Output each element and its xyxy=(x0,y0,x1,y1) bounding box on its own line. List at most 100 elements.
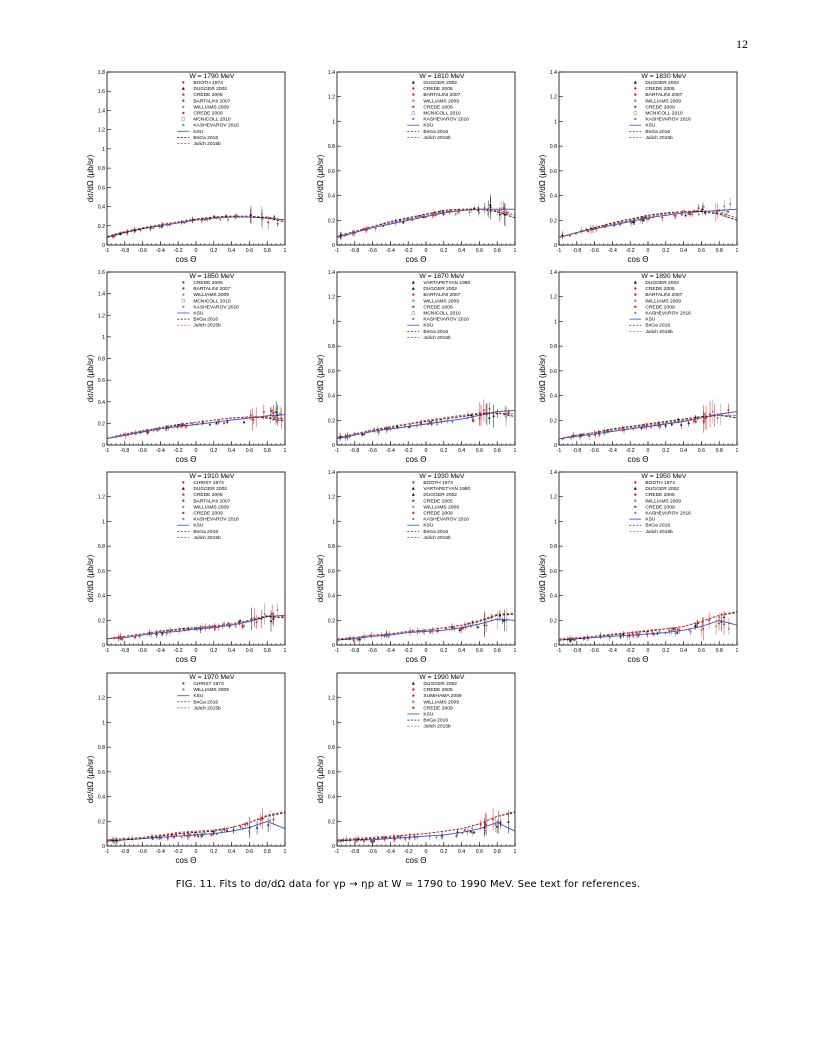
data-marker xyxy=(339,234,342,237)
x-tick-label: 0 xyxy=(647,248,650,254)
data-marker xyxy=(276,222,279,225)
legend-entry: BnGa 2016 xyxy=(629,129,670,135)
y-tick-label: 0.2 xyxy=(328,618,335,624)
data-marker xyxy=(274,415,277,418)
data-point xyxy=(404,835,407,842)
x-tick-label: 0.4 xyxy=(680,448,687,454)
legend-entry: DUGGER 2002 xyxy=(633,280,679,286)
legend-entry: VARTAPETYAN 1980 xyxy=(411,280,471,286)
x-tick-label: 1 xyxy=(284,648,287,654)
data-marker xyxy=(201,421,205,424)
data-point xyxy=(409,422,412,428)
legend-label: Julich 2015b xyxy=(645,135,673,141)
x-axis-label: cos Θ xyxy=(176,455,197,464)
legend-label: Julich 2015b xyxy=(423,135,451,141)
legend-entry: WILLIAMS 2009 xyxy=(412,98,459,104)
legend-entry: KASHEVAROV 2016 xyxy=(634,511,691,517)
legend-label: MCNICOLL 2010 xyxy=(193,117,231,123)
legend-marker xyxy=(411,486,415,490)
data-marker xyxy=(223,622,226,625)
data-point xyxy=(253,608,256,628)
x-tick-label: 0.8 xyxy=(494,248,501,254)
x-tick-label: 0.2 xyxy=(440,849,447,855)
data-marker xyxy=(650,426,653,429)
x-tick-label: 0.8 xyxy=(494,849,501,855)
chart-svg: -1 -0.8 -0.6 -0.4 -0.2 0 0.2 0.4 0.6 0.8 1 0 0.2 0.4 0… xyxy=(316,70,517,264)
data-point xyxy=(249,206,253,224)
x-tick-label: -1 xyxy=(105,849,110,855)
data-point xyxy=(580,226,583,235)
y-tick-label: 0.6 xyxy=(328,770,335,776)
x-tick-label: -0.4 xyxy=(608,648,617,654)
legend-marker xyxy=(182,505,185,508)
data-point xyxy=(505,406,508,427)
data-point xyxy=(679,421,683,429)
data-point xyxy=(482,399,485,421)
data-point xyxy=(185,423,188,430)
legend-marker xyxy=(412,93,415,96)
legend-entry: MCNICOLL 2010 xyxy=(181,298,231,304)
y-tick-label: 0.2 xyxy=(328,218,335,224)
legend-label: Julich 2015b xyxy=(193,535,221,541)
legend-entry: DUGGER 2002 xyxy=(181,486,227,492)
x-tick-label: 1 xyxy=(736,448,739,454)
legend-label: KSU xyxy=(193,523,204,529)
data-marker xyxy=(210,833,213,836)
legend-entry: CREDE 2009 xyxy=(634,304,675,310)
data-point xyxy=(403,422,406,429)
legend-entry: DUGGER 2002 xyxy=(181,86,227,92)
y-axis-label: dσ/dΩ (μb/sr) xyxy=(86,554,95,602)
data-point xyxy=(416,834,419,840)
legend-entry: BOOTH 1974 xyxy=(412,480,453,486)
data-point xyxy=(272,404,275,422)
legend-marker xyxy=(181,86,185,90)
legend-entry: BnGa 2016 xyxy=(177,317,218,323)
data-marker xyxy=(693,420,696,423)
legend-entry: DUGGER 2002 xyxy=(633,80,679,86)
data-marker xyxy=(402,221,405,224)
legend-label: CREDE 2009 xyxy=(423,705,453,711)
legend-marker xyxy=(634,305,637,308)
legend-entry: CREDE 2009 xyxy=(412,705,453,711)
x-tick-label: 0.2 xyxy=(440,648,447,654)
legend-entry: DUGGER 2002 xyxy=(411,681,457,687)
x-axis-label: cos Θ xyxy=(628,455,649,464)
x-tick-label: 1 xyxy=(514,448,517,454)
legend-label: CREDE 2005 xyxy=(193,92,223,98)
data-marker xyxy=(242,420,246,424)
legend-entry: Julich 2015b xyxy=(177,323,221,329)
legend-entry: BARTALINI 2007 xyxy=(412,92,461,98)
data-point xyxy=(279,406,282,421)
legend-entry: CREDE 2005 xyxy=(412,86,453,92)
x-tick-label: -0.4 xyxy=(386,248,395,254)
legend-label: WILLIAMS 2009 xyxy=(645,498,681,504)
data-point xyxy=(636,629,639,638)
data-marker xyxy=(661,216,664,219)
chart-panel: -1 -0.8 -0.6 -0.4 -0.2 0 0.2 0.4 0.6 0.8 1 0 0.2 0.4 0… xyxy=(534,62,756,264)
legend-label: MCNICOLL 2010 xyxy=(193,298,231,304)
legend-label: KASHEVAROV 2016 xyxy=(193,517,239,523)
legend-marker xyxy=(182,517,185,521)
y-tick-label: 1 xyxy=(554,519,557,525)
bnga-curve xyxy=(106,812,286,842)
data-point xyxy=(697,212,700,217)
data-marker xyxy=(243,625,246,628)
legend-label: CREDE 2009 xyxy=(423,511,453,517)
y-axis-label: dσ/dΩ (μb/sr) xyxy=(86,755,95,803)
legend-label: BARTALINI 2007 xyxy=(423,92,460,98)
legend-marker xyxy=(182,493,185,496)
x-tick-label: 1 xyxy=(514,849,517,855)
data-marker xyxy=(671,627,675,630)
data-marker xyxy=(676,628,679,631)
y-tick-label: 1.2 xyxy=(98,128,105,134)
data-point xyxy=(702,202,705,212)
data-point xyxy=(719,404,722,426)
x-tick-label: 0.2 xyxy=(440,248,447,254)
y-tick-label: 0.4 xyxy=(550,394,557,400)
data-marker xyxy=(370,839,373,842)
legend-marker xyxy=(182,123,185,127)
legend-entry: BARTALINI 2007 xyxy=(182,98,231,104)
legend-label: CHRIST 1973 xyxy=(193,681,224,687)
legend-entry: BnGa 2016 xyxy=(629,523,670,529)
legend-entry: WILLIAMS 2009 xyxy=(634,298,681,304)
